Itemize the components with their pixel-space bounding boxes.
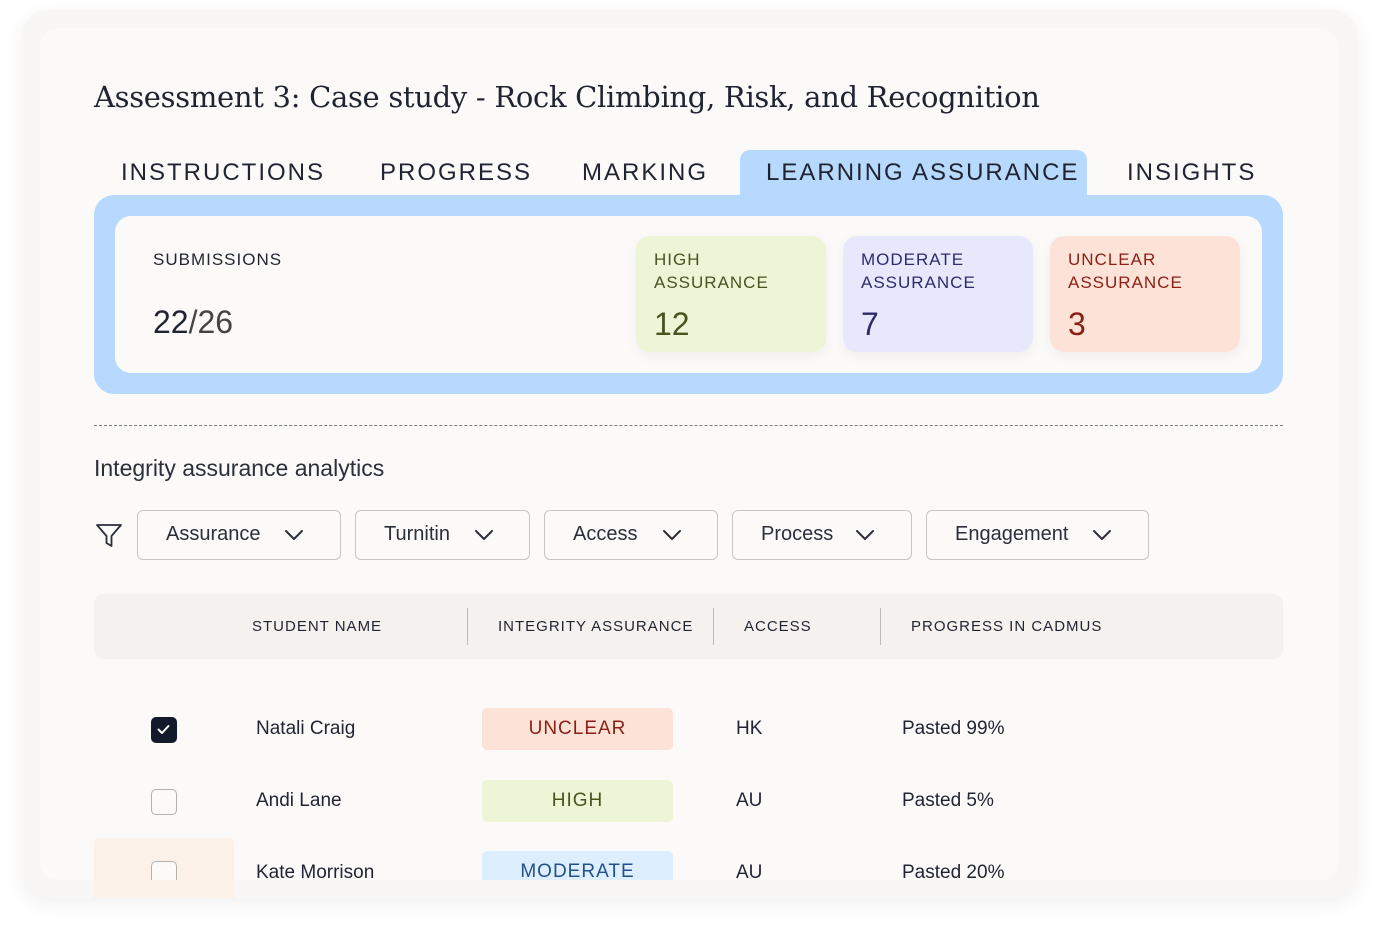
- row-checkbox[interactable]: [151, 789, 177, 815]
- table-row[interactable]: Andi Lane HIGH AU Pasted 5%: [0, 772, 1380, 832]
- table-row[interactable]: Natali Craig UNCLEAR HK Pasted 99%: [0, 700, 1380, 760]
- check-icon: [157, 725, 170, 734]
- unclear-assurance-label: UNCLEAR ASSURANCE: [1068, 250, 1183, 292]
- access-value: AU: [736, 862, 763, 880]
- progress-value: Pasted 5%: [902, 790, 994, 811]
- unclear-assurance-count: 3: [1068, 306, 1086, 342]
- chevron-down-icon: [285, 530, 303, 540]
- assurance-filter-label: Assurance: [166, 523, 261, 545]
- column-divider: [880, 608, 881, 645]
- column-progress[interactable]: PROGRESS IN CADMUS: [911, 618, 1103, 635]
- tab-instructions[interactable]: INSTRUCTIONS: [121, 159, 325, 186]
- access-filter-dropdown[interactable]: Access: [544, 510, 718, 560]
- submissions-count: 22/26: [153, 304, 233, 341]
- student-name[interactable]: Natali Craig: [256, 718, 356, 739]
- chevron-down-icon: [856, 530, 874, 540]
- access-value: HK: [736, 718, 763, 739]
- engagement-filter-label: Engagement: [955, 523, 1069, 545]
- column-student-name[interactable]: STUDENT NAME: [252, 618, 383, 635]
- submissions-label: SUBMISSIONS: [153, 250, 283, 269]
- submissions-total: /26: [188, 304, 234, 340]
- progress-value: Pasted 20%: [902, 862, 1005, 880]
- row-checkbox[interactable]: [151, 717, 177, 743]
- engagement-filter-dropdown[interactable]: Engagement: [926, 510, 1149, 560]
- table-header: STUDENT NAME INTEGRITY ASSURANCE ACCESS …: [94, 594, 1283, 659]
- process-filter-label: Process: [761, 523, 834, 545]
- tab-insights[interactable]: INSIGHTS: [1127, 159, 1257, 186]
- assurance-filter-dropdown[interactable]: Assurance: [137, 510, 341, 560]
- high-assurance-count: 12: [654, 306, 690, 342]
- high-assurance-label: HIGH ASSURANCE: [654, 250, 769, 292]
- page-inner: [40, 28, 1338, 880]
- filter-icon[interactable]: [95, 522, 123, 550]
- chevron-down-icon: [475, 530, 493, 540]
- summary-card: SUBMISSIONS 22/26 HIGH ASSURANCE 12 MODER…: [115, 216, 1262, 373]
- submissions-submitted: 22: [153, 304, 189, 340]
- progress-value: Pasted 99%: [902, 718, 1005, 739]
- moderate-assurance-card[interactable]: MODERATE ASSURANCE 7: [843, 236, 1033, 352]
- column-access[interactable]: ACCESS: [744, 618, 812, 635]
- moderate-assurance-label: MODERATE ASSURANCE: [861, 250, 976, 292]
- table-row[interactable]: Kate Morrison MODERATE AU Pasted 20%: [0, 844, 1380, 880]
- turnitin-filter-label: Turnitin: [384, 523, 450, 545]
- assurance-badge: HIGH: [482, 780, 673, 822]
- assurance-badge: MODERATE: [482, 851, 673, 880]
- column-divider: [467, 608, 468, 645]
- tab-marking[interactable]: MARKING: [582, 159, 709, 186]
- unclear-assurance-card[interactable]: UNCLEAR ASSURANCE 3: [1050, 236, 1240, 352]
- tab-learning-assurance[interactable]: LEARNING ASSURANCE: [740, 150, 1087, 196]
- assurance-summary-panel: SUBMISSIONS 22/26 HIGH ASSURANCE 12 MODER…: [94, 195, 1283, 394]
- chevron-down-icon: [663, 530, 681, 540]
- column-integrity-assurance[interactable]: INTEGRITY ASSURANCE: [498, 618, 694, 635]
- student-name[interactable]: Andi Lane: [256, 790, 342, 811]
- access-value: AU: [736, 790, 763, 811]
- moderate-assurance-count: 7: [861, 306, 879, 342]
- turnitin-filter-dropdown[interactable]: Turnitin: [355, 510, 530, 560]
- high-assurance-card[interactable]: HIGH ASSURANCE 12: [636, 236, 826, 352]
- student-name[interactable]: Kate Morrison: [256, 862, 375, 880]
- section-divider: [94, 425, 1283, 426]
- process-filter-dropdown[interactable]: Process: [732, 510, 912, 560]
- assurance-badge: UNCLEAR: [482, 708, 673, 750]
- tab-progress[interactable]: PROGRESS: [380, 159, 533, 186]
- row-checkbox[interactable]: [151, 861, 177, 880]
- chevron-down-icon: [1093, 530, 1111, 540]
- page-title: Assessment 3: Case study - Rock Climbing…: [94, 80, 1040, 114]
- page-card: [22, 10, 1358, 898]
- column-divider: [713, 608, 714, 645]
- access-filter-label: Access: [573, 523, 638, 545]
- analytics-title: Integrity assurance analytics: [94, 455, 385, 481]
